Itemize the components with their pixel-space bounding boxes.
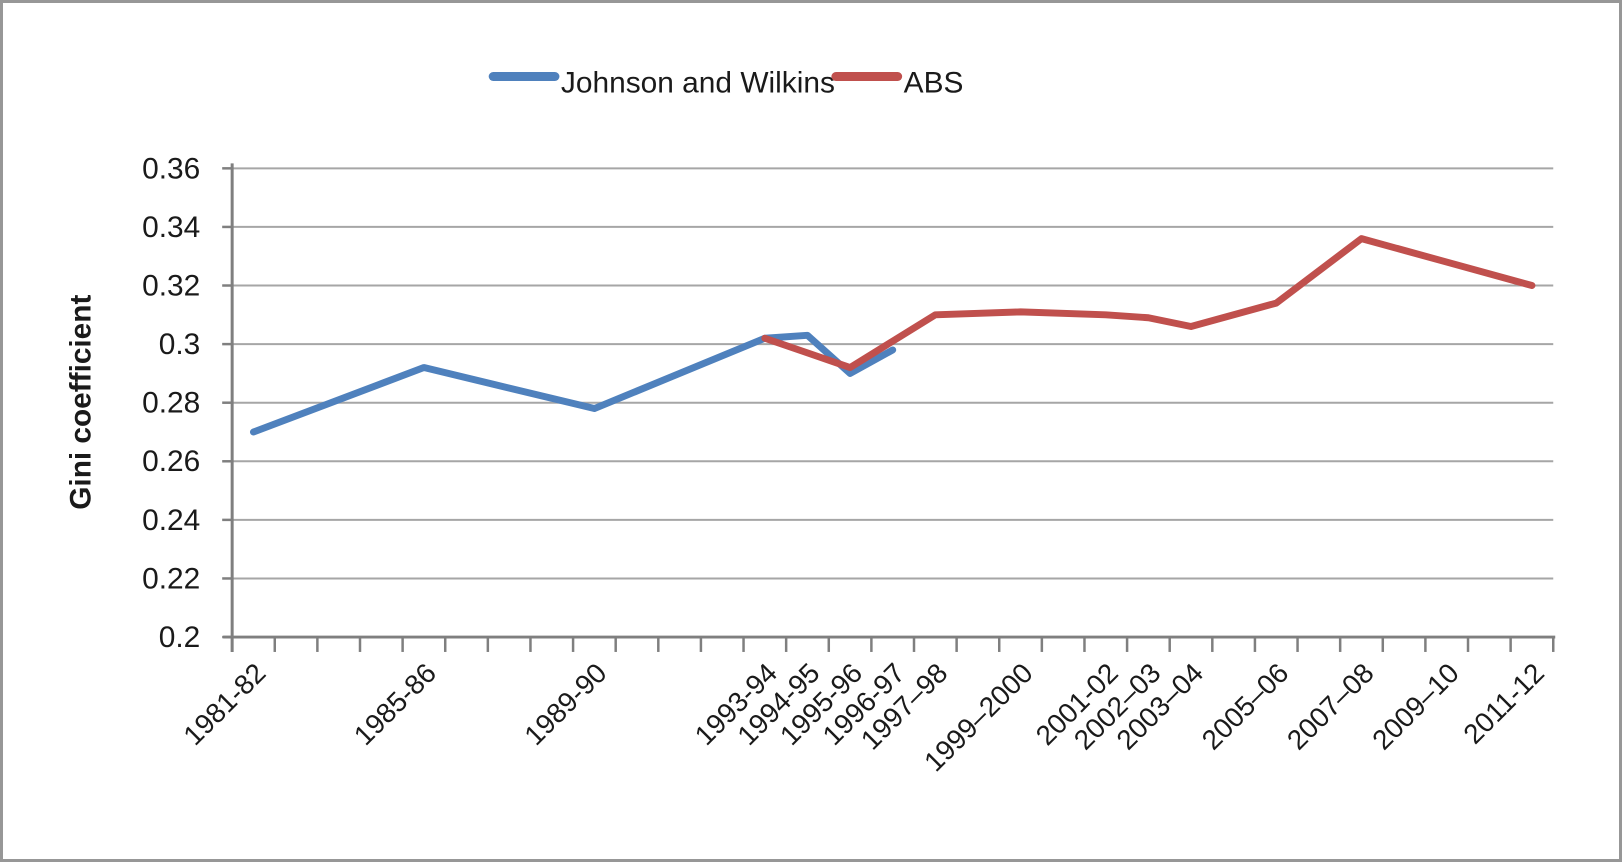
- y-tick-label: 0.32: [142, 269, 200, 302]
- legend: Johnson and Wilkins ABS: [488, 66, 964, 99]
- y-tick-label: 0.3: [159, 328, 201, 361]
- y-tick-label: 0.2: [159, 621, 201, 654]
- x-tick-label: 1985-86: [348, 657, 442, 751]
- plot-area: 0.2 0.22 0.24 0.26 0.28 0.3 0.32 0.34 0.36 1981-8…: [142, 152, 1556, 777]
- x-tick-label: 2011-12: [1457, 657, 1550, 750]
- y-tick-label: 0.22: [142, 562, 200, 595]
- x-tick-label: 1981-82: [177, 657, 271, 751]
- y-tick-label: 0.34: [142, 211, 200, 244]
- x-tick-label: 1989-90: [518, 657, 612, 751]
- x-tick-label: 2007–08: [1281, 657, 1380, 755]
- x-tick-label: 2009–10: [1366, 657, 1465, 755]
- y-tick-label: 0.26: [142, 445, 200, 478]
- y-tick-label: 0.36: [142, 152, 200, 185]
- legend-label-johnson-and-wilkins: Johnson and Wilkins: [561, 66, 835, 99]
- y-tick-label: 0.28: [142, 387, 200, 420]
- y-axis-title: Gini coefficient: [65, 295, 98, 510]
- x-tick-label: 2005–06: [1196, 657, 1295, 755]
- series-line-abs: [761, 235, 1536, 372]
- y-tick-label: 0.24: [142, 504, 200, 537]
- legend-label-abs: ABS: [904, 66, 964, 99]
- gini-line-chart: 0.2 0.22 0.24 0.26 0.28 0.3 0.32 0.34 0.36 1981-8…: [65, 66, 1556, 777]
